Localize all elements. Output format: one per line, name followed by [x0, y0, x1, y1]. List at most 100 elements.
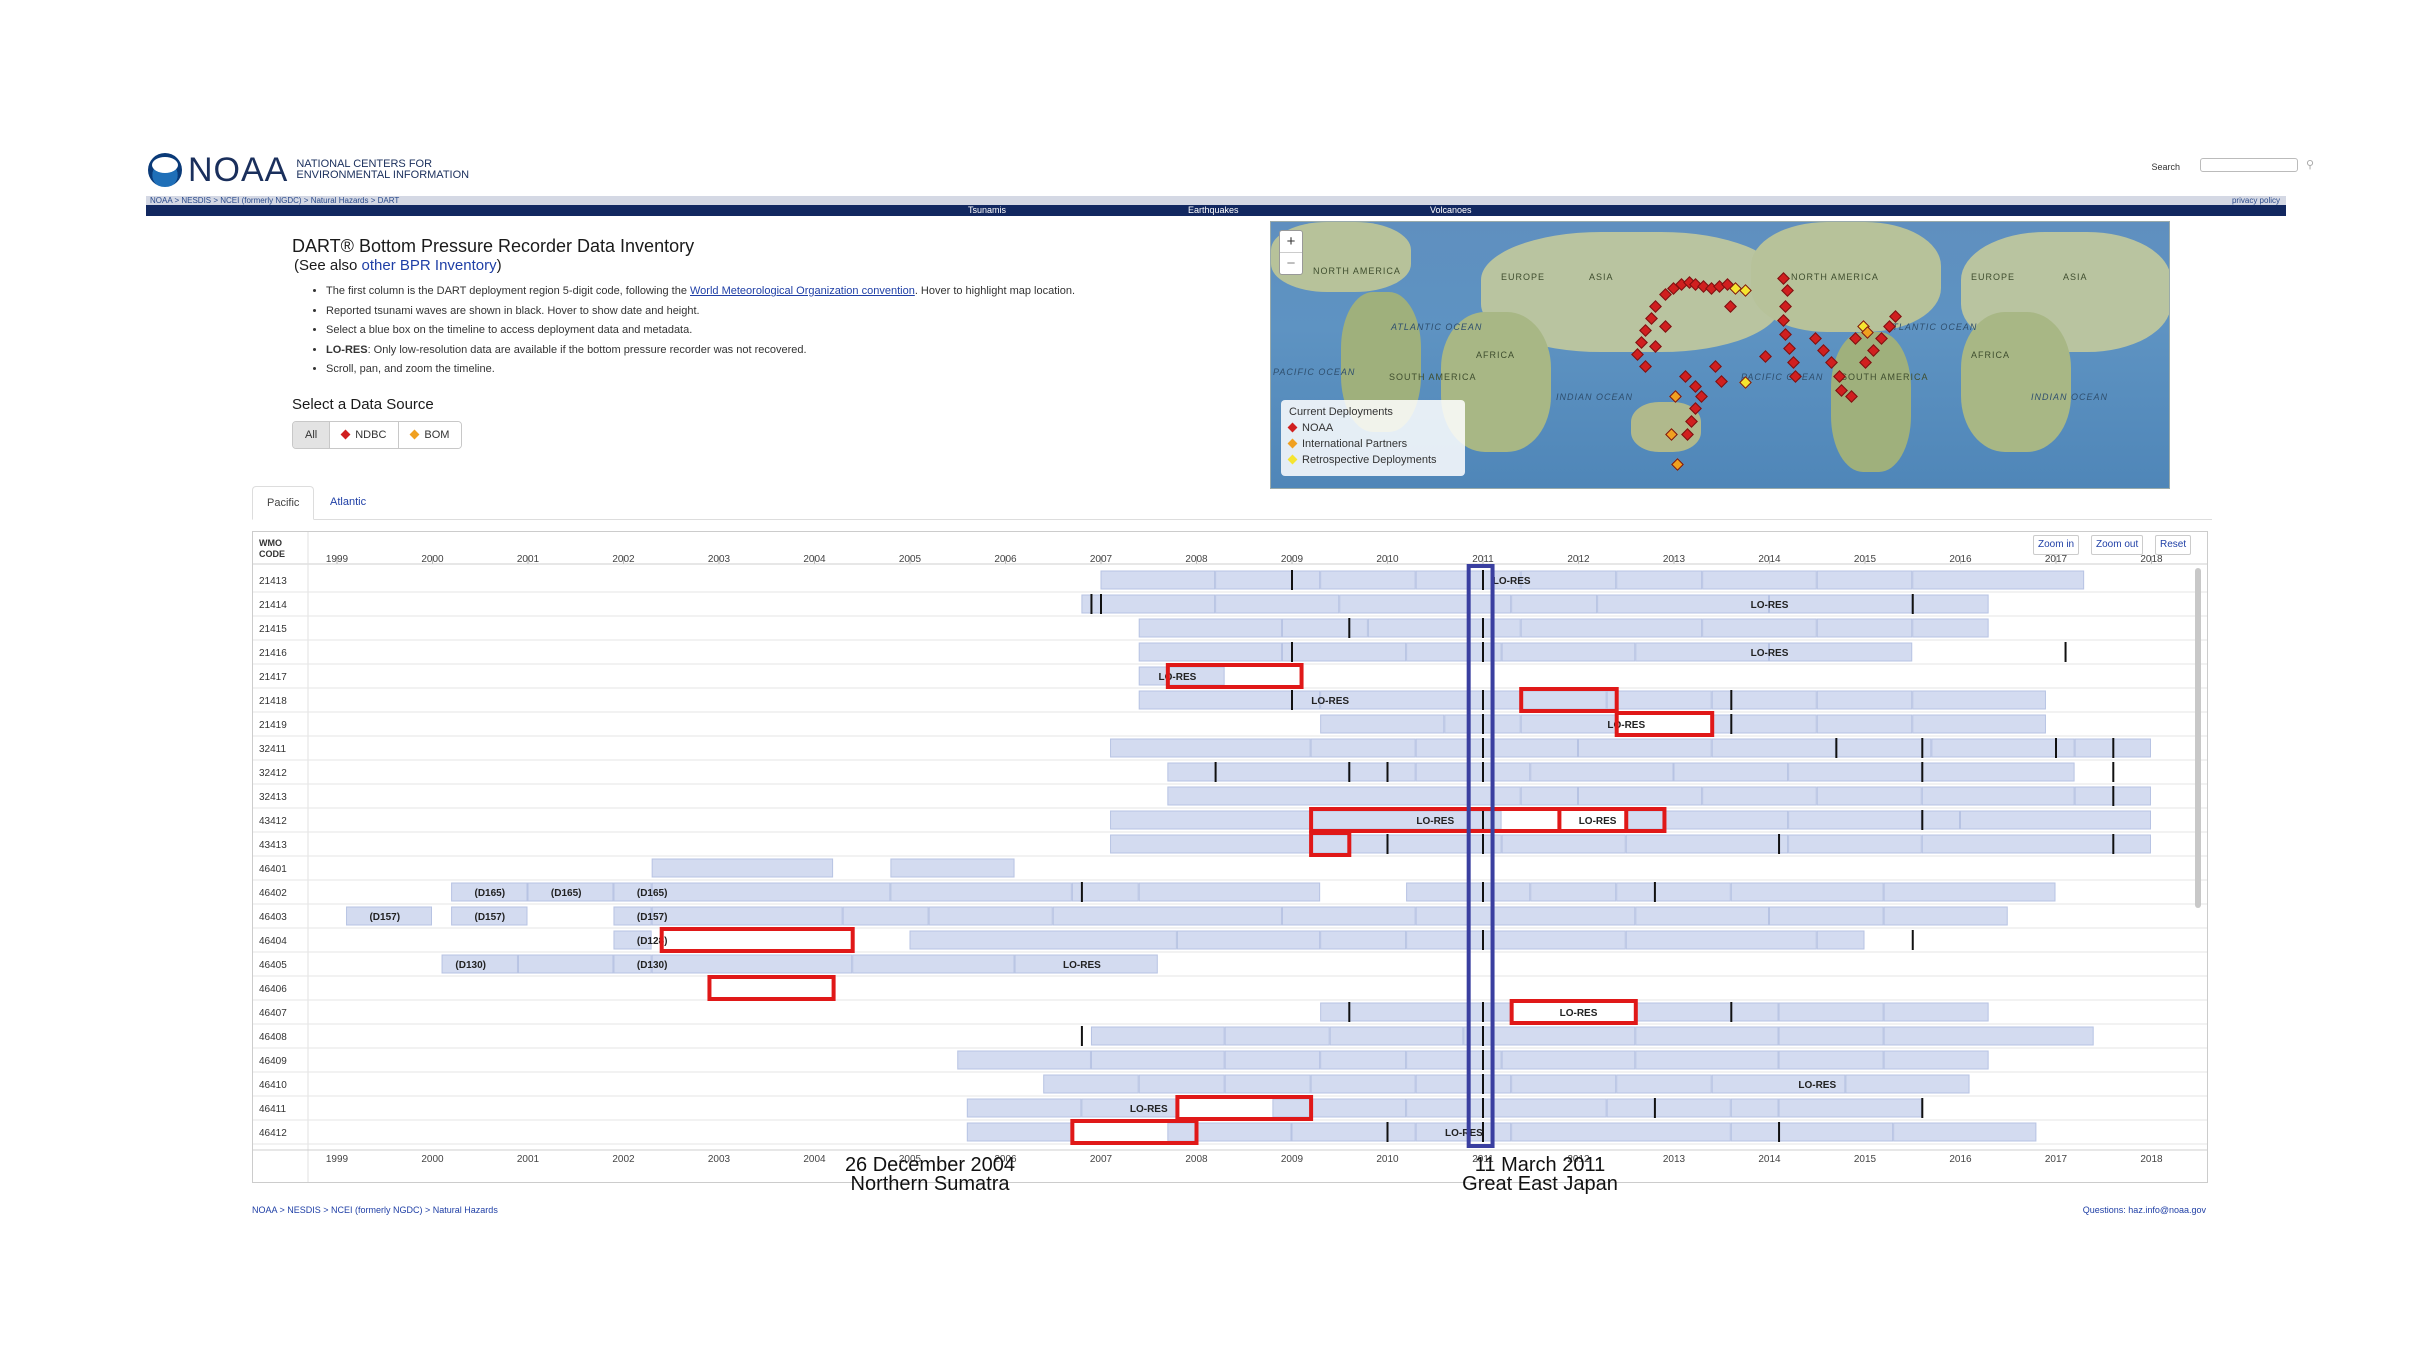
row-code-21414[interactable]: 21414 — [259, 600, 287, 611]
deployment-box[interactable] — [1310, 1098, 1407, 1118]
deployment-box[interactable] — [1110, 738, 1311, 758]
deployment-box[interactable] — [1320, 1050, 1407, 1070]
deployment-box[interactable] — [1883, 1026, 2094, 1046]
row-code-46401[interactable]: 46401 — [259, 864, 287, 875]
buoy-marker[interactable] — [1779, 328, 1792, 341]
nav-item-earthquakes[interactable]: Earthquakes — [1188, 205, 1239, 215]
deployment-box[interactable] — [346, 906, 432, 926]
row-code-46402[interactable]: 46402 — [259, 888, 287, 899]
row-code-46403[interactable]: 46403 — [259, 912, 287, 923]
deployment-box[interactable] — [909, 930, 1177, 950]
deployment-box[interactable] — [613, 906, 652, 926]
buoy-marker[interactable] — [1783, 342, 1796, 355]
deployment-box[interactable] — [1511, 1074, 1617, 1094]
deployment-box[interactable] — [1406, 1098, 1607, 1118]
row-code-43413[interactable]: 43413 — [259, 840, 287, 851]
deployment-box[interactable] — [1625, 810, 1789, 830]
deployment-box[interactable] — [1406, 642, 1502, 662]
row-code-46407[interactable]: 46407 — [259, 1008, 287, 1019]
row-code-21417[interactable]: 21417 — [259, 672, 287, 683]
deployment-box[interactable] — [1463, 1026, 1636, 1046]
deployment-box[interactable] — [1616, 570, 1703, 590]
breadcrumb[interactable]: NOAA > NESDIS > NCEI (formerly NGDC) > N… — [150, 196, 400, 205]
deployment-box[interactable] — [1081, 594, 1216, 614]
deployment-box[interactable] — [1912, 690, 2046, 710]
deployment-box[interactable] — [1883, 882, 2056, 902]
deployment-box[interactable] — [1138, 690, 1321, 710]
row-code-21413[interactable]: 21413 — [259, 576, 287, 587]
deployment-box[interactable] — [1110, 810, 1311, 830]
deployment-box[interactable] — [1224, 1074, 1311, 1094]
deployment-box[interactable] — [1071, 882, 1139, 902]
deployment-box[interactable] — [1415, 1122, 1512, 1142]
deployment-box[interactable] — [527, 882, 614, 902]
deployment-box[interactable] — [1501, 1050, 1636, 1070]
deployment-box[interactable] — [1310, 738, 1416, 758]
buoy-marker[interactable] — [1709, 360, 1722, 373]
deployment-box[interactable] — [1167, 1122, 1292, 1142]
deployment-box[interactable] — [1960, 810, 2151, 830]
noaa-logo[interactable]: NOAA NATIONAL CENTERS FOR ENVIRONMENTAL … — [148, 150, 469, 190]
other-bpr-inventory-link[interactable]: other BPR Inventory — [361, 257, 497, 274]
buoy-marker[interactable] — [1759, 350, 1772, 363]
buoy-marker[interactable] — [1809, 332, 1822, 345]
deployment-box[interactable] — [1635, 1002, 1779, 1022]
buoy-marker[interactable] — [1669, 390, 1682, 403]
deployment-box[interactable] — [1635, 906, 1770, 926]
deployment-box[interactable] — [1310, 810, 1502, 830]
deployment-box[interactable] — [1816, 618, 1913, 638]
deployment-box[interactable] — [1224, 1026, 1330, 1046]
deployment-box[interactable] — [1816, 714, 1913, 734]
deployment-box[interactable] — [1339, 594, 1512, 614]
deployment-box[interactable] — [1110, 834, 1311, 854]
deployment-box[interactable] — [1320, 714, 1445, 734]
row-code-46408[interactable]: 46408 — [259, 1032, 287, 1043]
deployment-box[interactable] — [1912, 594, 1989, 614]
row-code-32411[interactable]: 32411 — [259, 744, 287, 755]
buoy-marker[interactable] — [1715, 375, 1728, 388]
deployment-box[interactable] — [1730, 882, 1884, 902]
deployment-box[interactable] — [1320, 690, 1521, 710]
deployment-box[interactable] — [1816, 690, 1913, 710]
deployment-box[interactable] — [651, 858, 834, 878]
deployment-box[interactable] — [1138, 1074, 1225, 1094]
row-code-32412[interactable]: 32412 — [259, 768, 287, 779]
deployment-box[interactable] — [441, 954, 518, 974]
deployment-box[interactable] — [1281, 642, 1407, 662]
deployment-box[interactable] — [1014, 954, 1158, 974]
row-code-21418[interactable]: 21418 — [259, 696, 287, 707]
deployment-box[interactable] — [1769, 642, 1913, 662]
deployment-box[interactable] — [1778, 1050, 1884, 1070]
timeline-canvas[interactable]: 21413 21414 21415 21416 21417 21418 21419 32411… — [253, 532, 2207, 1182]
deployment-box[interactable] — [1578, 786, 1703, 806]
deployment-box[interactable] — [1501, 642, 1636, 662]
deployment-box[interactable] — [1816, 570, 1913, 590]
deployment-box[interactable] — [1367, 618, 1521, 638]
deployment-box[interactable] — [1415, 906, 1636, 926]
deployment-box[interactable] — [651, 882, 891, 902]
deployment-box[interactable] — [1606, 690, 1712, 710]
deployment-box[interactable] — [1167, 786, 1521, 806]
deployment-box[interactable] — [1606, 1098, 1731, 1118]
deployment-box[interactable] — [1769, 906, 1884, 926]
row-code-21419[interactable]: 21419 — [259, 720, 287, 731]
deployment-box[interactable] — [1597, 594, 1769, 614]
deployment-box[interactable] — [1520, 786, 1578, 806]
deployment-box[interactable] — [1291, 1122, 1416, 1142]
data-source-ndbc-button[interactable]: NDBC — [330, 422, 400, 448]
deployment-box[interactable] — [1090, 1050, 1225, 1070]
deployment-box[interactable] — [451, 906, 528, 926]
row-code-21415[interactable]: 21415 — [259, 624, 287, 635]
deployment-box[interactable] — [1625, 834, 1789, 854]
deployment-box[interactable] — [1788, 810, 1922, 830]
deployment-box[interactable] — [1043, 1074, 1139, 1094]
deployment-box[interactable] — [1702, 786, 1817, 806]
deployment-box[interactable] — [928, 906, 1053, 926]
deployment-box[interactable] — [1520, 690, 1607, 710]
deployment-box[interactable] — [451, 882, 528, 902]
buoy-marker[interactable] — [1817, 344, 1830, 357]
deployment-box[interactable] — [1138, 642, 1282, 662]
deployment-box[interactable] — [1711, 738, 1836, 758]
deployment-box[interactable] — [1730, 1122, 1894, 1142]
deployment-box[interactable] — [1224, 1050, 1321, 1070]
